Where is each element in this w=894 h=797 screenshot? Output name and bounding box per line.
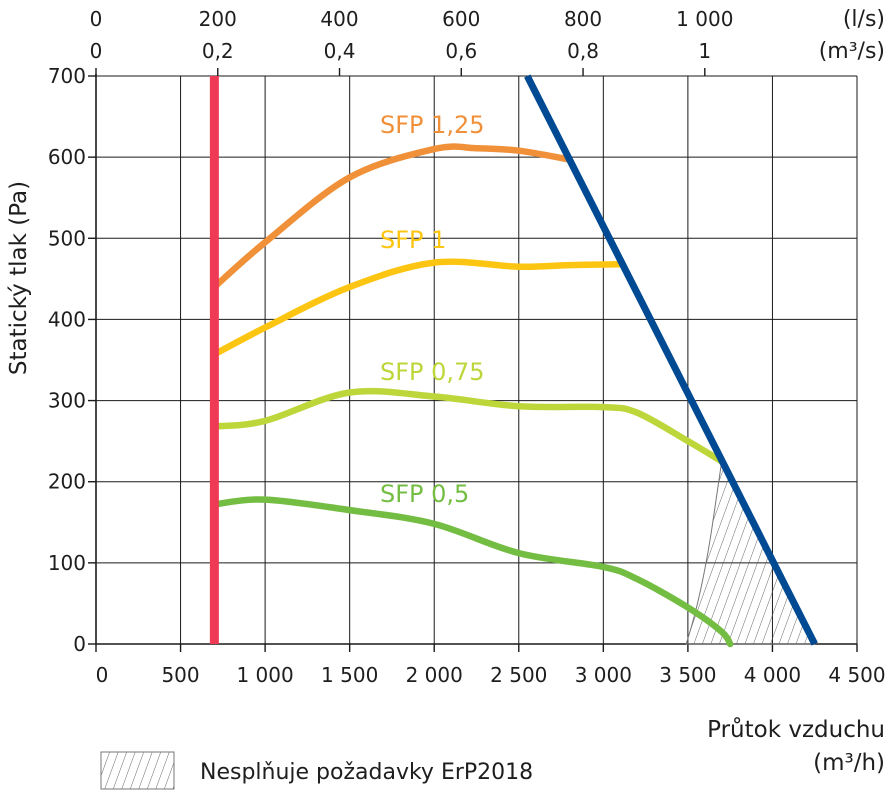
series-label: SFP 1 (380, 226, 446, 254)
x-tick-label: 4 000 (744, 663, 801, 687)
series-line (211, 387, 725, 465)
x-tick-label: 1 000 (236, 663, 293, 687)
y-tick-label: 300 (48, 389, 86, 413)
y-axis-title: Statický tlak (Pa) (6, 181, 32, 375)
y-tick-label: 100 (48, 551, 86, 575)
top-m3s-tick-label: 1 (698, 39, 711, 63)
max-flow-limit-line (524, 74, 818, 646)
x-tick-label: 500 (161, 663, 199, 687)
legend-label: Nesplňuje požadavky ErP2018 (200, 760, 533, 785)
series-label: SFP 0,5 (380, 480, 469, 508)
x-tick-label: 3 000 (575, 663, 632, 687)
top-m3s-tick-label: 0,8 (567, 39, 599, 63)
top-ls-tick-label: 400 (320, 7, 358, 31)
x-tick-label: 4 500 (828, 663, 885, 687)
series-label: SFP 0,75 (380, 358, 485, 386)
x-tick-label: 3 500 (659, 663, 716, 687)
x-axis-unit: (m³/h) (813, 750, 885, 776)
top-m3s-tick-label: 0,4 (324, 39, 356, 63)
top-ls-unit: (l/s) (843, 7, 885, 32)
top-ls-tick-label: 1 000 (676, 7, 733, 31)
y-tick-label: 600 (48, 145, 86, 169)
top-m3s-tick-label: 0,6 (445, 39, 477, 63)
top-m3s-tick-label: 0,2 (202, 39, 234, 63)
top-ls-tick-label: 600 (442, 7, 480, 31)
x-tick-label: 1 500 (321, 663, 378, 687)
series-line (211, 143, 573, 291)
x-tick-label: 2 500 (490, 663, 547, 687)
x-tick-label: 2 000 (406, 663, 463, 687)
y-tick-label: 0 (73, 632, 86, 656)
top-ls-tick-label: 0 (90, 7, 103, 31)
x-axis-title: Průtok vzduchu (707, 716, 885, 743)
y-tick-label: 400 (48, 307, 86, 331)
y-tick-label: 700 (48, 64, 86, 88)
top-ls-tick-label: 200 (199, 7, 237, 31)
top-m3s-tick-label: 0 (90, 39, 103, 63)
top-m3s-unit: (m³/s) (819, 39, 885, 64)
legend-hatch-swatch (100, 751, 175, 790)
series-line (211, 258, 624, 358)
series-label: SFP 1,25 (380, 111, 485, 139)
y-tick-label: 200 (48, 470, 86, 494)
series-line (211, 496, 734, 648)
hatched-region (685, 460, 816, 645)
top-ls-tick-label: 800 (564, 7, 602, 31)
x-tick-label: 0 (96, 663, 109, 687)
y-tick-label: 500 (48, 226, 86, 250)
